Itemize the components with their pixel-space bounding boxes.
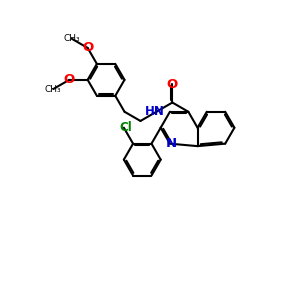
Text: Cl: Cl (120, 121, 133, 134)
Text: HN: HN (145, 105, 165, 118)
Text: O: O (64, 73, 75, 86)
Text: O: O (82, 41, 93, 54)
Text: N: N (166, 137, 177, 150)
Text: O: O (167, 78, 178, 91)
Text: CH₃: CH₃ (45, 85, 62, 94)
Text: CH₃: CH₃ (63, 34, 80, 43)
